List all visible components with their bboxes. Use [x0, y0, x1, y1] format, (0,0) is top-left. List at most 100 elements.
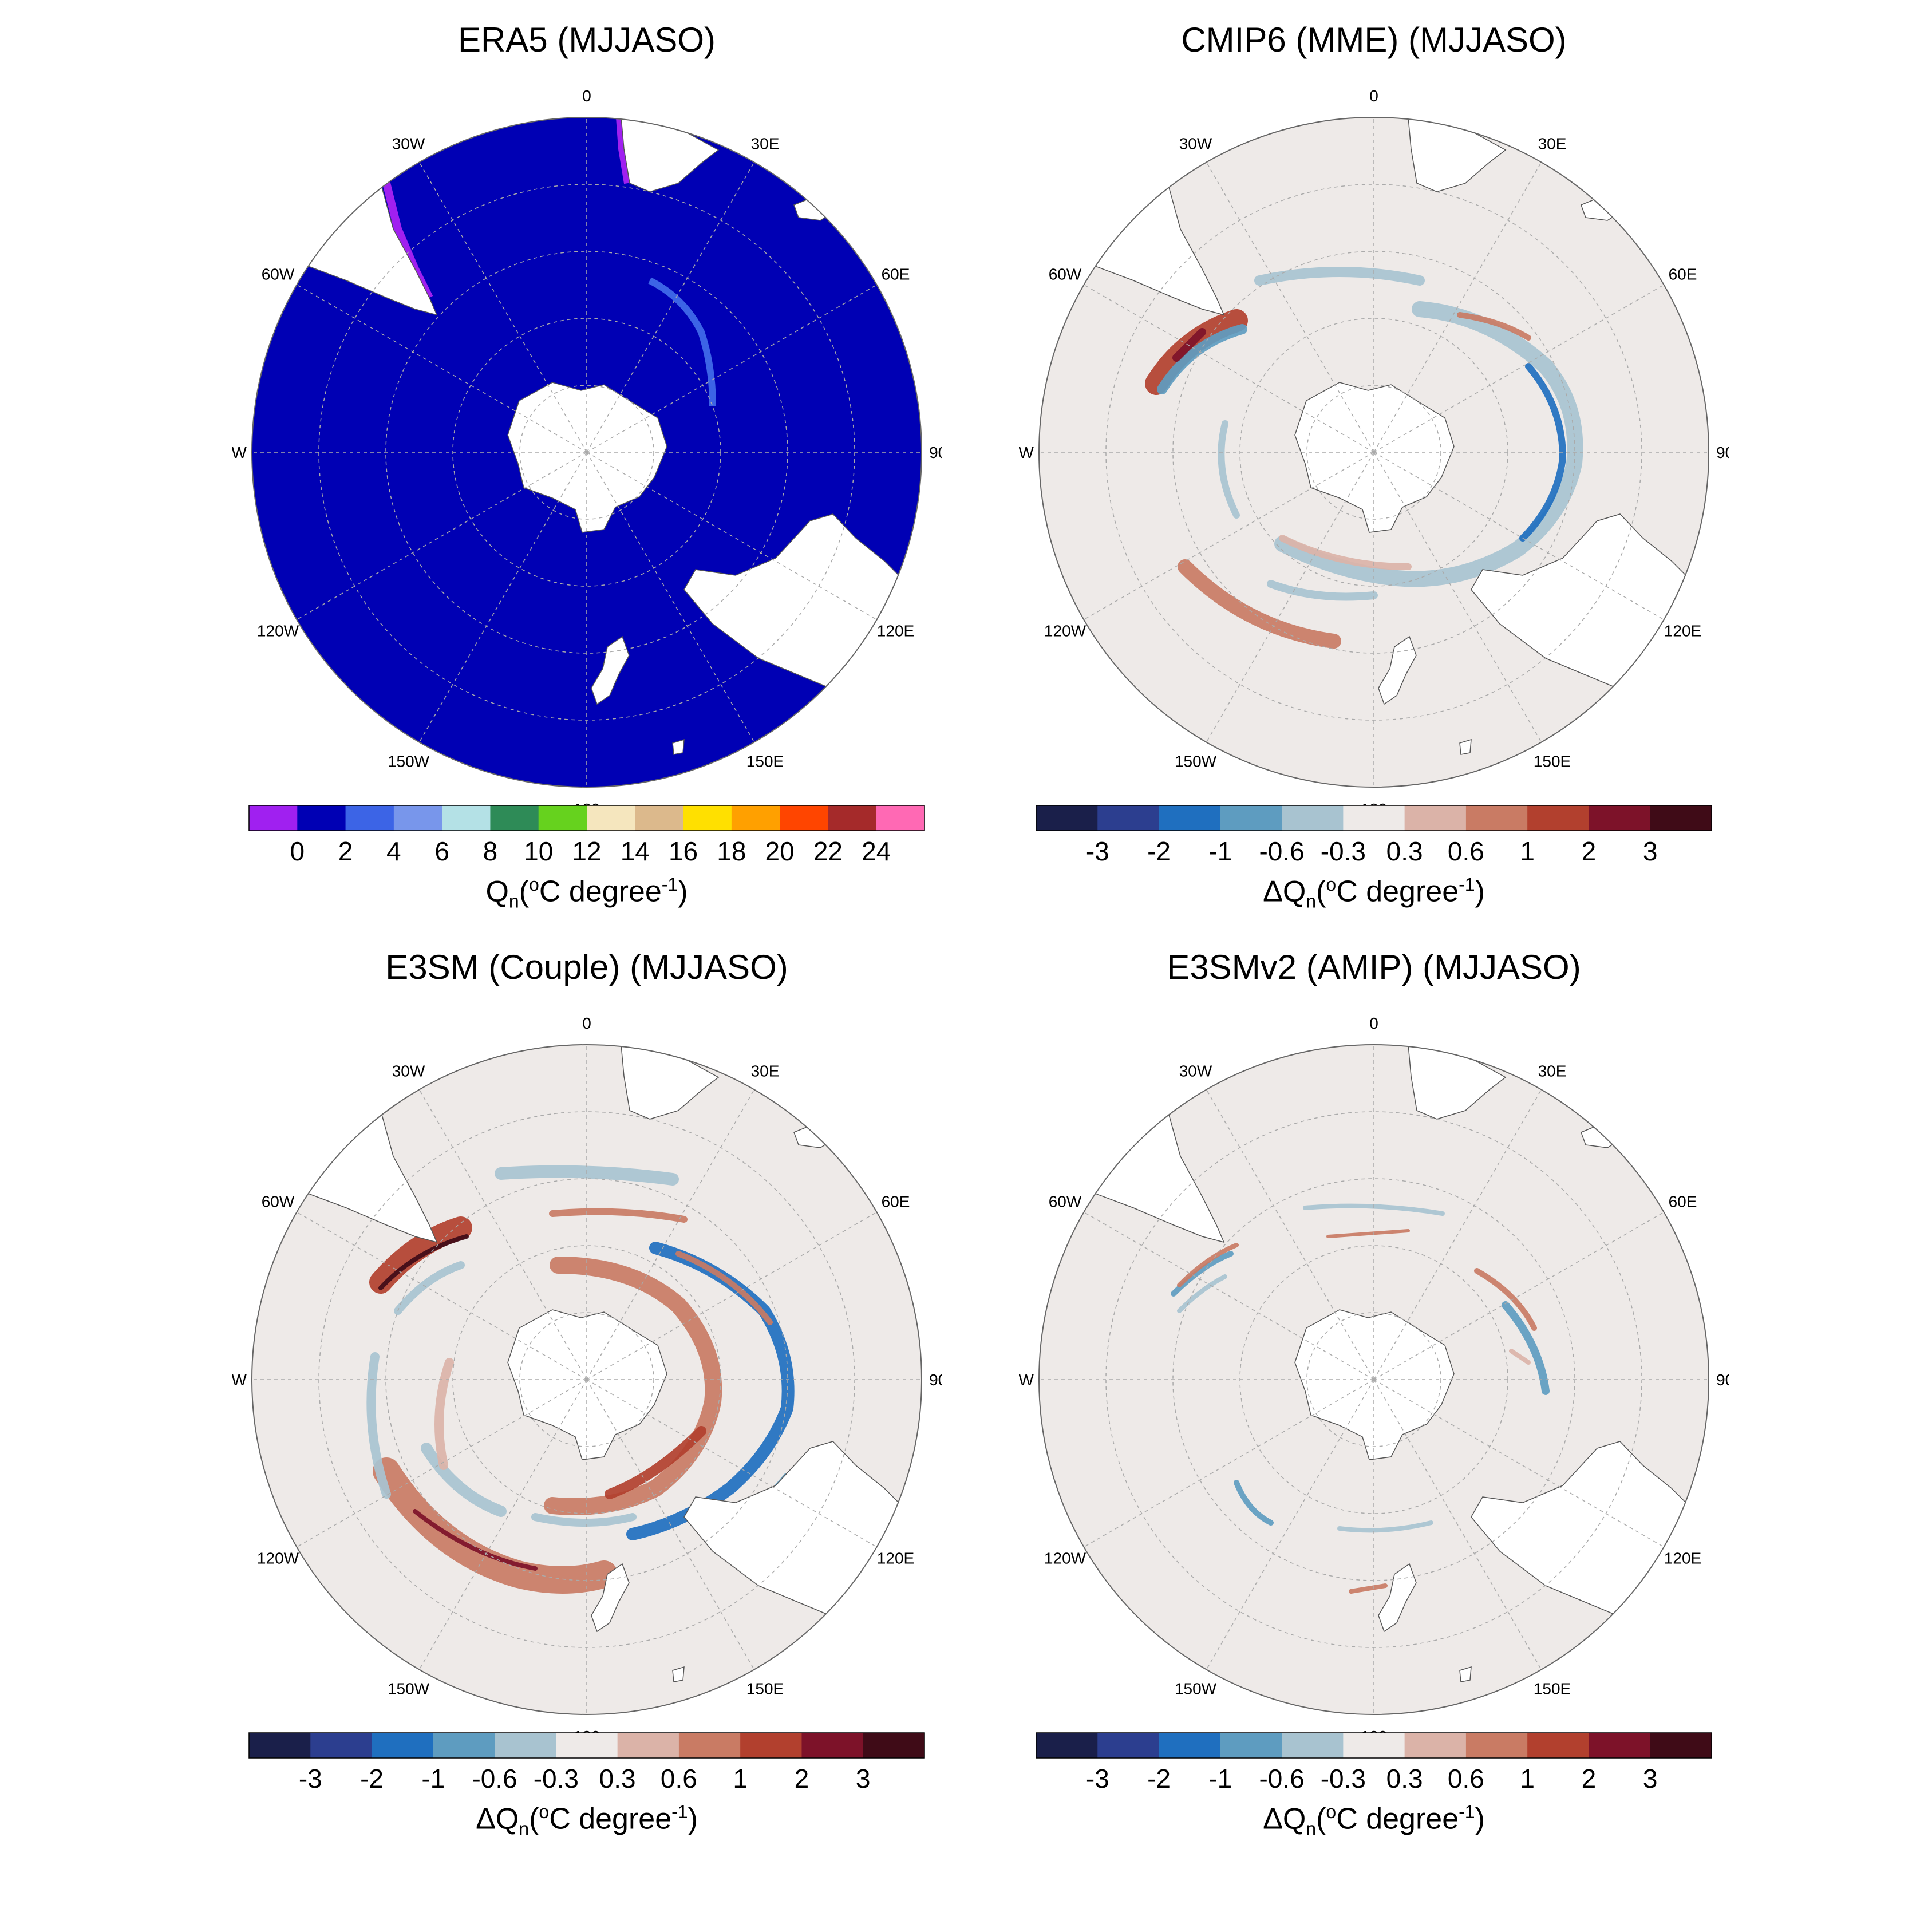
longitude-label: 150E [1534, 1680, 1571, 1698]
colorbar-swatch [1343, 805, 1405, 831]
latitude-circle [519, 1312, 654, 1447]
longitude-label: 60W [1049, 1193, 1082, 1211]
longitude-label: 90W [1019, 1371, 1034, 1389]
anomaly-band [1178, 559, 1341, 649]
anomaly-band [549, 1208, 688, 1223]
land-tasmania [1459, 738, 1472, 755]
colorbar-tick-labels: -3 -2 -1 -0.6 -0.3 0.3 0.6 1 2 3 [1019, 836, 1729, 870]
anomaly-band [1177, 1243, 1239, 1287]
map-content [1039, 1045, 1709, 1714]
colorbar-tick-label: -2 [1147, 1764, 1171, 1793]
colorbar-swatch [433, 1733, 495, 1758]
colorbar-tick-label: -2 [1147, 836, 1171, 866]
colorbar-tick-label: 0.6 [1447, 836, 1484, 866]
anomaly-band [1172, 328, 1206, 362]
anomaly-band [1509, 1349, 1531, 1365]
anomaly-band [1279, 535, 1412, 570]
colorbar-swatch [801, 1733, 864, 1758]
anomaly-band [369, 1216, 472, 1294]
panel-title: ERA5 (MJJASO) [457, 21, 716, 59]
colorbar-swatch [490, 805, 539, 831]
colorbar-title: ΔQn(oC degree-1) [1263, 874, 1485, 912]
colorbar-frame [248, 1732, 925, 1759]
colorbar-tick-label: 16 [668, 836, 698, 866]
meridian-line [1206, 452, 1374, 742]
colorbar-swatch [495, 1733, 556, 1758]
map-border [1038, 117, 1709, 788]
panel-title: CMIP6 (MME) (MJJASO) [1181, 21, 1567, 59]
longitude-label: 60E [882, 266, 910, 283]
longitude-label: 90W [232, 444, 247, 461]
longitude-label: 120E [877, 1550, 914, 1567]
meridian-line [1084, 452, 1374, 621]
colorbar-tick-label: 3 [1642, 1764, 1658, 1793]
meridian-line [297, 284, 587, 453]
anomaly-band [544, 1257, 722, 1515]
colorbar-swatch [1404, 805, 1467, 831]
anomaly-band [531, 1513, 637, 1527]
land-tasmania [672, 1666, 685, 1682]
land-tasmania [1459, 1666, 1472, 1682]
anomaly-band [1254, 267, 1425, 286]
meridian-line [1373, 1379, 1664, 1548]
longitude-label: 120E [1664, 622, 1701, 640]
land-australia [683, 1441, 908, 1615]
colorbar-swatch [1282, 805, 1344, 831]
low-value-strip [616, 117, 632, 184]
meridian-line [586, 162, 755, 453]
colorbar-swatch [1343, 1733, 1405, 1758]
meridian-line [1084, 1211, 1374, 1380]
longitude-label: 60W [262, 266, 295, 283]
land-antarctica [507, 1309, 667, 1460]
colorbar-swatch [310, 1733, 373, 1758]
longitude-label: 150W [388, 1680, 430, 1698]
colorbar-tick-label: 12 [572, 836, 602, 866]
land-antarctica [1294, 382, 1455, 533]
colorbar-swatch [1527, 805, 1590, 831]
panel-cmip6: CMIP6 (MME) (MJJASO) 0 30E 60E 90E 120E 150E 1… [1019, 17, 1729, 912]
longitude-label: 120E [877, 622, 914, 640]
colorbar-tick-label: -2 [360, 1764, 384, 1793]
latitude-circle [1306, 385, 1441, 520]
anomaly-band [1234, 1480, 1274, 1526]
land-newZealand [591, 1563, 630, 1633]
land-antarctica [1294, 1309, 1455, 1460]
colorbar-tick-label: 0.3 [1386, 836, 1423, 866]
longitude-label: 150W [388, 753, 430, 771]
colorbar [248, 1732, 925, 1759]
longitude-label: 120W [1044, 622, 1086, 640]
anomaly-band [394, 1261, 465, 1315]
polar-map: 030E60E90E120E150E180150W120W90W60W30W [1019, 1014, 1729, 1745]
anomaly-band [675, 1251, 773, 1325]
colorbar [1036, 1732, 1712, 1759]
latitude-circle [519, 385, 654, 520]
colorbar-tick-label: -3 [298, 1764, 322, 1793]
colorbar-tick-label: 8 [483, 836, 498, 866]
colorbar-swatch [683, 805, 732, 831]
colorbar-tick-label: -1 [421, 1764, 445, 1793]
anomaly-band [1474, 1268, 1537, 1331]
meridian-line [297, 1211, 587, 1380]
longitude-label: 150E [1534, 753, 1571, 771]
colorbar-swatch [1589, 1733, 1651, 1758]
meridian-line [418, 1089, 587, 1380]
colorbar-tick-label: 0 [290, 836, 305, 866]
land-madagascar [793, 188, 844, 221]
colorbar-tick-label: 20 [765, 836, 795, 866]
colorbar-swatch [780, 805, 829, 831]
longitude-label: 30W [392, 1062, 425, 1080]
colorbar-swatch [1159, 805, 1221, 831]
colorbar-swatch [393, 805, 442, 831]
longitude-label: 0 [582, 87, 591, 105]
meridian-line [1373, 284, 1664, 453]
anomaly-band [1177, 1274, 1227, 1313]
colorbar-frame [1036, 805, 1712, 831]
colorbar-swatch [249, 1733, 311, 1758]
colorbar-swatch [538, 805, 587, 831]
colorbar-tick-label: 3 [1642, 836, 1658, 866]
anomaly-band [421, 1443, 507, 1517]
land-australia [1471, 1441, 1695, 1615]
colorbar-swatch [442, 805, 491, 831]
land-madagascar [1581, 188, 1631, 221]
map-border [251, 117, 922, 788]
